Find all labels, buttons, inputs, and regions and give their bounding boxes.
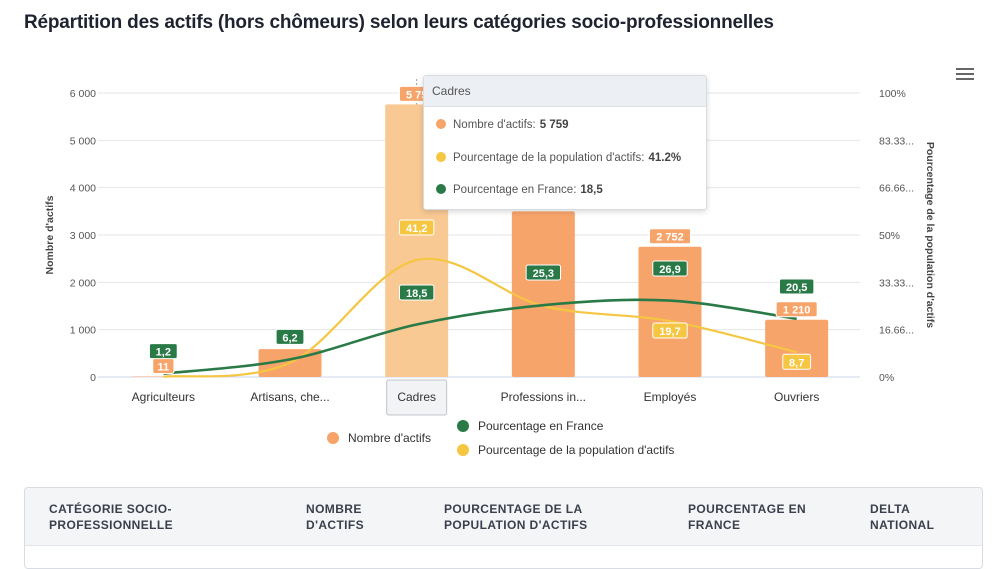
y-right-tick-label: 33.33... xyxy=(879,277,914,289)
series-dot-icon xyxy=(436,184,446,194)
legend-dot-icon xyxy=(327,432,339,444)
x-tick-label: Professions in... xyxy=(501,390,586,404)
tooltip-value: 18,5 xyxy=(580,184,603,196)
x-tick-label: Employés xyxy=(644,390,697,404)
bar-data-label-bg xyxy=(649,228,691,245)
series-dot-icon xyxy=(436,119,446,129)
legend-label: Pourcentage de la population d'actifs xyxy=(478,443,675,457)
bar-data-label: 1 210 xyxy=(783,305,811,317)
y-left-tick-label: 1 000 xyxy=(70,325,96,337)
line-population xyxy=(163,257,797,378)
bar-3 xyxy=(511,211,575,377)
france-data-label-bg xyxy=(525,264,562,281)
table-header-pourcentage-population[interactable]: POURCENTAGE DE LA POPULATION D'ACTIFS xyxy=(444,502,588,532)
y-left-tick-label: 2 000 xyxy=(70,277,96,289)
y-right-axis-title: Pourcentage de la population d'actifs xyxy=(924,142,936,328)
tooltip-row-france: Pourcentage en France: 18,5 xyxy=(436,184,603,196)
population-data-label: 19,7 xyxy=(659,326,680,338)
y-left-tick-label: 5 000 xyxy=(70,135,96,147)
bar-5 xyxy=(765,319,829,377)
legend-item-actifs[interactable]: Nombre d'actifs xyxy=(327,431,431,445)
tooltip-row-actifs: Nombre d'actifs: 5 759 xyxy=(436,119,569,131)
population-data-label: 8,7 xyxy=(789,357,804,369)
population-data-label: 41,2 xyxy=(406,223,427,235)
france-data-label: 1,2 xyxy=(156,347,171,359)
legend-dot-icon xyxy=(457,444,469,456)
y-left-tick-label: 0 xyxy=(90,372,96,384)
population-data-label-bg xyxy=(398,219,435,236)
hamburger-menu-icon[interactable] xyxy=(956,68,974,82)
y-left-axis-title: Nombre d'actifs xyxy=(44,195,56,274)
table-header-pourcentage-france[interactable]: POURCENTAGE EN FRANCE xyxy=(688,502,807,532)
france-data-label: 25,3 xyxy=(533,268,554,280)
table-header-delta[interactable]: DELTA NATIONAL xyxy=(870,502,935,532)
legend-item-population[interactable]: Pourcentage de la population d'actifs xyxy=(457,443,674,457)
tooltip-header: Cadres xyxy=(424,76,706,107)
page-title: Répartition des actifs (hors chômeurs) s… xyxy=(24,12,774,33)
france-data-label-bg xyxy=(398,284,435,301)
bar-data-label: 11 xyxy=(158,361,170,373)
legend-dot-icon xyxy=(457,420,469,432)
bar-data-label-bg xyxy=(775,301,818,318)
france-data-label-bg xyxy=(652,260,688,277)
france-data-label: 6,2 xyxy=(282,332,297,344)
chart-tooltip: Cadres Nombre d'actifs: 5 759 Pourcentage… xyxy=(423,75,707,210)
legend-item-france[interactable]: Pourcentage en France xyxy=(457,419,603,433)
x-tick-label: Agriculteurs xyxy=(132,390,195,404)
tooltip-label: Pourcentage de la population d'actifs: xyxy=(453,152,645,164)
y-right-tick-label: 83.33... xyxy=(879,135,914,147)
tooltip-value: 5 759 xyxy=(539,119,569,131)
tooltip-label: Nombre d'actifs: xyxy=(453,119,536,131)
table-header-nombre[interactable]: NOMBRE D'ACTIFS xyxy=(306,502,365,532)
series-dot-icon xyxy=(436,152,446,162)
legend-label: Nombre d'actifs xyxy=(348,431,431,445)
chart: 0 0% 1 000 16.66... 2 000 33.33... 3 000 50% 4 0… xyxy=(44,79,936,416)
x-tick-label: Ouvriers xyxy=(774,390,819,404)
legend-label: Pourcentage en France xyxy=(478,419,604,433)
x-tick-label: Artisans, che... xyxy=(250,390,329,404)
bar-4 xyxy=(638,246,702,377)
bar-data-label: 5 75 xyxy=(406,89,427,101)
population-data-label-bg xyxy=(782,353,812,370)
tooltip-value: 41.2% xyxy=(648,152,682,164)
y-left-tick-label: 4 000 xyxy=(70,183,96,195)
france-data-label: 18,5 xyxy=(406,288,427,300)
france-data-label-bg xyxy=(148,343,178,360)
highlight-category-box xyxy=(386,379,448,416)
france-data-label: 26,9 xyxy=(659,264,680,276)
y-left-tick-label: 3 000 xyxy=(70,230,96,242)
line-france xyxy=(163,298,797,375)
table-header-categorie[interactable]: CATÉGORIE SOCIO- PROFESSIONNELLE xyxy=(49,502,174,532)
y-right-tick-label: 16.66... xyxy=(879,325,914,337)
y-right-tick-label: 66.66... xyxy=(879,183,914,195)
france-data-label: 20,5 xyxy=(786,282,807,294)
y-right-tick-label: 50% xyxy=(879,230,900,242)
y-left-tick-label: 6 000 xyxy=(70,88,96,100)
y-right-tick-label: 0% xyxy=(879,372,894,384)
tooltip-row-population: Pourcentage de la population d'actifs: 41… xyxy=(436,152,681,164)
table-body xyxy=(25,545,982,568)
population-data-label-bg xyxy=(652,322,688,339)
y-right-tick-label: 100% xyxy=(879,88,906,100)
bar-data-label: 2 752 xyxy=(656,232,684,244)
france-data-label-bg xyxy=(778,278,815,295)
x-tick-label: Cadres xyxy=(397,390,436,404)
tooltip-label: Pourcentage en France: xyxy=(453,184,577,196)
france-data-label-bg xyxy=(275,328,305,345)
